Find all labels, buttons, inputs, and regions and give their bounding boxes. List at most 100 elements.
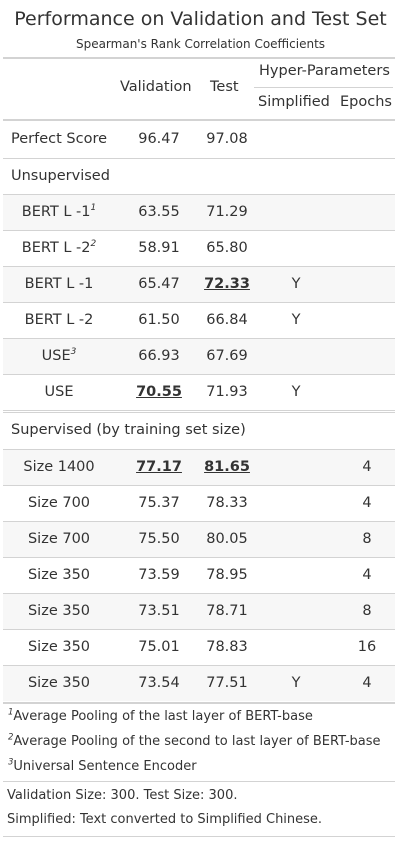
validation-value-best: 70.55 xyxy=(136,384,182,400)
table-row: Size 350 75.01 78.83 16 xyxy=(3,629,395,665)
row-label: USE3 xyxy=(41,347,77,364)
table-row: BERT L -11 63.55 71.29 xyxy=(3,194,395,230)
table-row: USE 70.55 71.93 Y xyxy=(3,374,395,410)
footnote: 3Universal Sentence Encoder xyxy=(8,757,197,774)
table-row: Size 1400 77.17 81.65 4 xyxy=(3,449,395,485)
test-value: 65.80 xyxy=(206,240,248,256)
row-label: Size 350 xyxy=(27,567,91,583)
epochs-value xyxy=(340,303,394,339)
table-subtitle: Spearman's Rank Correlation Coefficients xyxy=(75,37,326,51)
group-row-supervised: Supervised (by training set size) xyxy=(3,412,395,448)
validation-value: 66.93 xyxy=(138,348,180,364)
test-value: 71.93 xyxy=(206,384,248,400)
table-bottom-rule xyxy=(3,702,395,704)
test-value: 77.51 xyxy=(206,675,248,691)
column-header-test: Test xyxy=(210,79,239,95)
simplified-value xyxy=(261,231,331,267)
row-label: Perfect Score xyxy=(11,131,108,147)
simplified-value xyxy=(261,630,331,666)
test-value: 66.84 xyxy=(206,312,248,328)
table-row: BERT L -2 61.50 66.84 Y xyxy=(3,302,395,338)
simplified-value xyxy=(261,558,331,594)
simplified-value: Y xyxy=(291,384,301,400)
source-note: Simplified: Text converted to Simplified… xyxy=(7,812,323,827)
test-value: 97.08 xyxy=(206,131,248,147)
source-note: Validation Size: 300. Test Size: 300. xyxy=(7,788,238,803)
table-row: BERT L -22 58.91 65.80 xyxy=(3,230,395,266)
validation-value: 58.91 xyxy=(138,240,180,256)
simplified-value xyxy=(261,594,331,630)
simplified-value xyxy=(261,450,331,486)
row-label: BERT L -1 xyxy=(24,276,94,292)
test-value: 71.29 xyxy=(206,204,248,220)
simplified-value xyxy=(261,339,331,375)
simplified-value xyxy=(261,486,331,522)
column-header-validation: Validation xyxy=(120,79,192,95)
validation-value: 73.51 xyxy=(138,603,180,619)
row-label: BERT L -11 xyxy=(21,203,97,220)
table-row: Size 350 73.54 77.51 Y 4 xyxy=(3,665,395,701)
row-label: Size 350 xyxy=(27,639,91,655)
validation-value: 73.54 xyxy=(138,675,180,691)
row-label: BERT L -22 xyxy=(21,239,97,256)
group-label: Supervised (by training set size) xyxy=(11,422,246,438)
test-value-best: 81.65 xyxy=(204,459,250,475)
row-label: BERT L -2 xyxy=(24,312,94,328)
simplified-value xyxy=(261,522,331,558)
footnote: 1Average Pooling of the last layer of BE… xyxy=(8,707,313,724)
validation-value: 96.47 xyxy=(138,131,180,147)
row-label: USE xyxy=(44,384,74,400)
epochs-value xyxy=(340,231,394,267)
table-end-rule xyxy=(3,836,395,837)
simplified-value: Y xyxy=(291,675,301,691)
header-bottom-rule xyxy=(3,119,395,121)
footnote-rule xyxy=(3,781,395,782)
table-title: Performance on Validation and Test Set xyxy=(14,8,387,30)
test-value: 80.05 xyxy=(206,531,248,547)
column-header-epochs: Epochs xyxy=(340,94,392,110)
epochs-value: 8 xyxy=(362,531,372,547)
group-row-unsupervised: Unsupervised xyxy=(3,158,395,194)
epochs-value xyxy=(340,339,394,375)
table-row: Size 700 75.37 78.33 4 xyxy=(3,485,395,521)
epochs-value xyxy=(340,267,394,303)
validation-value: 75.50 xyxy=(138,531,180,547)
test-value: 78.95 xyxy=(206,567,248,583)
epochs-value: 4 xyxy=(362,459,372,475)
column-header-simplified: Simplified xyxy=(258,94,330,110)
table-row: Size 350 73.59 78.95 4 xyxy=(3,557,395,593)
validation-value: 61.50 xyxy=(138,312,180,328)
test-value: 78.33 xyxy=(206,495,248,511)
simplified-value xyxy=(261,195,331,231)
validation-value: 75.37 xyxy=(138,495,180,511)
epochs-value: 8 xyxy=(362,603,372,619)
spanner-rule xyxy=(254,87,393,88)
table-row: Size 700 75.50 80.05 8 xyxy=(3,521,395,557)
test-value: 78.71 xyxy=(206,603,248,619)
epochs-value: 4 xyxy=(362,567,372,583)
table-row: Size 350 73.51 78.71 8 xyxy=(3,593,395,629)
footnote: 2Average Pooling of the second to last l… xyxy=(8,732,381,749)
validation-value: 63.55 xyxy=(138,204,180,220)
table-row: BERT L -1 65.47 72.33 Y xyxy=(3,266,395,302)
validation-value: 75.01 xyxy=(138,639,180,655)
row-label: Size 700 xyxy=(27,495,91,511)
table-row-perfect-score: Perfect Score 96.47 97.08 xyxy=(3,122,395,158)
epochs-value: 4 xyxy=(362,495,372,511)
epochs-value xyxy=(340,195,394,231)
group-rule xyxy=(3,410,395,411)
validation-value-best: 77.17 xyxy=(136,459,182,475)
row-label: Size 350 xyxy=(27,675,91,691)
simplified-value: Y xyxy=(291,312,301,328)
group-label: Unsupervised xyxy=(11,168,110,184)
table-row: USE3 66.93 67.69 xyxy=(3,338,395,374)
test-value: 78.83 xyxy=(206,639,248,655)
header-top-rule xyxy=(3,57,395,59)
epochs-value xyxy=(340,375,394,411)
row-label: Size 350 xyxy=(27,603,91,619)
row-label: Size 1400 xyxy=(23,459,95,475)
epochs-value: 16 xyxy=(357,639,377,655)
simplified-value: Y xyxy=(291,276,301,292)
spanner-header-hyper-parameters: Hyper-Parameters xyxy=(259,63,390,79)
validation-value: 73.59 xyxy=(138,567,180,583)
